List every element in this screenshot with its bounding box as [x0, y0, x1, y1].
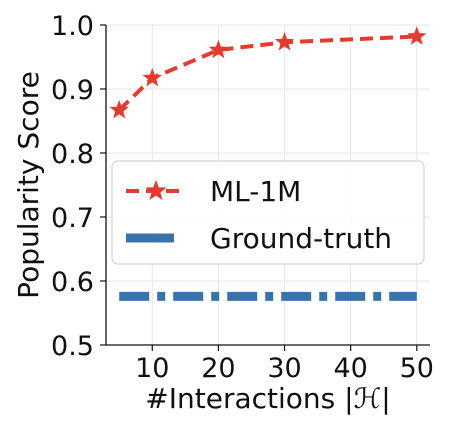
data-point [407, 26, 427, 45]
x-tick-label: 10 [135, 353, 169, 384]
legend-marker-0 [145, 179, 167, 201]
y-tick-label: 0.5 [51, 331, 94, 362]
x-tick-label: 20 [201, 353, 235, 384]
y-axis-label: Popularity Score [12, 71, 45, 299]
x-tick-label: 40 [333, 353, 367, 384]
legend-label-1: Ground-truth [210, 222, 392, 255]
data-point [142, 67, 162, 87]
series-line-0 [117, 34, 417, 112]
legend-label-0: ML-1M [210, 175, 301, 208]
y-tick-label: 0.9 [51, 75, 94, 106]
legend: ML-1M Ground-truth [111, 160, 425, 265]
x-tick-label: 30 [267, 353, 301, 384]
x-axis-label: #Interactions |ℋ| [145, 382, 390, 415]
data-point [208, 39, 229, 59]
data-point [274, 32, 295, 51]
y-tick-label: 1.0 [51, 11, 94, 42]
axes [105, 25, 430, 346]
data-point [109, 99, 129, 119]
y-tick-label: 0.8 [51, 139, 94, 170]
y-tick-label: 0.6 [51, 267, 94, 298]
plot-area [109, 26, 427, 301]
x-tick-label: 50 [400, 353, 434, 384]
ticks: 10 20 30 40 50 0.5 0.6 0.7 0.8 0.9 1.0 [51, 11, 434, 384]
legend-frame [111, 160, 425, 265]
y-tick-label: 0.7 [51, 203, 94, 234]
